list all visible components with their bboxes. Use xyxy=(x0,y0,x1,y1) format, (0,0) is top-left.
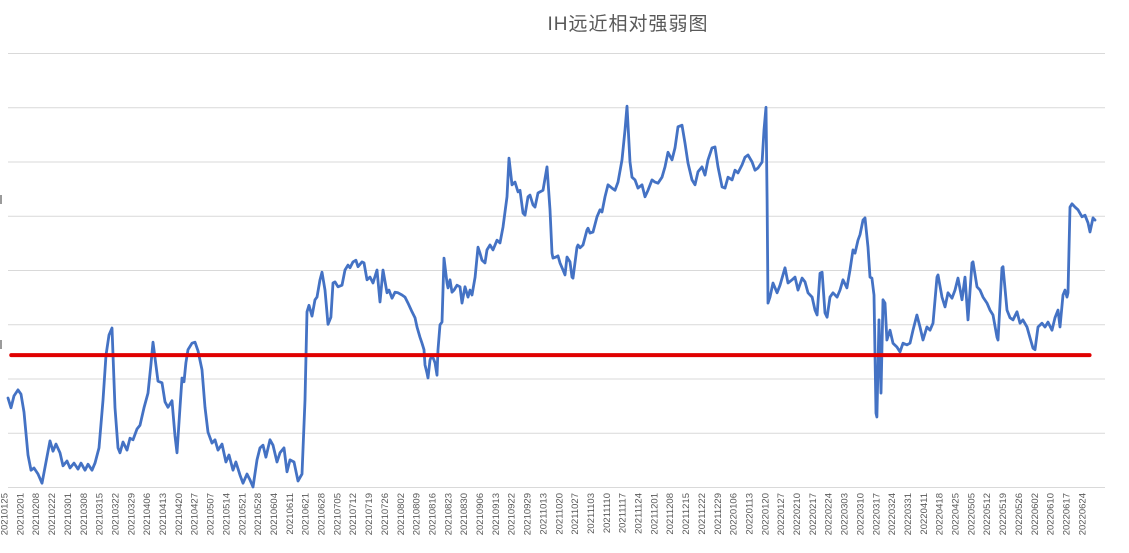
x-axis-tick-label: 20210406 xyxy=(142,493,153,535)
x-axis-tick-label: 20211215 xyxy=(681,493,692,535)
x-axis-tick-label: 20220113 xyxy=(744,493,755,535)
x-axis-tick-label: 20220425 xyxy=(951,493,962,535)
x-axis-tick-label: 20210611 xyxy=(285,493,296,535)
x-axis-tick-label: 20210823 xyxy=(443,493,454,535)
x-axis-tick-label: 20220411 xyxy=(919,493,930,535)
x-axis-tick-label: 20220324 xyxy=(887,493,898,535)
x-axis-tick-label: 20220310 xyxy=(855,493,866,535)
x-axis-tick-label: 20220127 xyxy=(776,493,787,535)
x-axis-tick-label: 20220617 xyxy=(1062,493,1073,535)
x-axis-tick-label: 20210125 xyxy=(0,493,11,535)
x-axis-tick-label: 20210322 xyxy=(111,493,122,535)
x-axis-tick-label: 20210329 xyxy=(126,493,137,535)
x-axis-tick-label: 20220106 xyxy=(729,493,740,535)
x-axis-tick-label: 20220610 xyxy=(1046,493,1057,535)
x-axis-tick-label: 20210413 xyxy=(158,493,169,535)
x-axis-tick-label: 20211222 xyxy=(697,493,708,535)
x-axis-tick-label: 20210427 xyxy=(190,493,201,535)
x-axis-tick-label: 20211027 xyxy=(570,493,581,535)
x-axis-tick-labels: 20210125 20210201 20210208 20210222 20210301… xyxy=(0,493,1088,535)
x-axis-tick-label: 20211229 xyxy=(713,493,724,535)
x-axis-tick-label: 20211020 xyxy=(554,493,565,535)
x-axis-tick-label: 20211208 xyxy=(665,493,676,535)
x-axis-tick-label: 20211013 xyxy=(538,493,549,535)
x-axis-tick-label: 20220303 xyxy=(840,493,851,535)
x-axis-tick-label: 20211103 xyxy=(586,493,597,534)
x-axis-tick-label: 20210521 xyxy=(237,493,248,535)
x-axis-tick-label: 20220418 xyxy=(935,493,946,535)
x-axis-tick-label: 20211124 xyxy=(634,493,645,534)
x-axis-tick-label: 20210809 xyxy=(412,493,423,535)
x-axis-tick-label: 20210222 xyxy=(47,493,58,535)
x-axis-tick-label: 20210830 xyxy=(459,493,470,535)
x-axis-tick-label: 20210705 xyxy=(332,493,343,535)
x-axis-tick-label: 20210604 xyxy=(269,493,280,535)
x-axis-tick-label: 20210308 xyxy=(79,493,90,535)
x-axis-tick-label: 20220526 xyxy=(1014,493,1025,535)
x-axis-tick-label: 20220505 xyxy=(966,493,977,535)
x-axis-tick-label: 20210528 xyxy=(253,493,264,535)
x-axis-tick-label: 20210201 xyxy=(15,493,26,535)
x-axis-tick-label: 20210301 xyxy=(63,493,74,535)
x-axis-tick-label: 20220331 xyxy=(903,493,914,535)
x-axis-tick-label: 20220217 xyxy=(808,493,819,535)
x-axis-tick-label: 20220602 xyxy=(1030,493,1041,535)
x-axis-tick-label: 20220210 xyxy=(792,493,803,535)
x-axis-tick-label: 20210628 xyxy=(317,493,328,535)
x-axis-tick-label: 20220120 xyxy=(760,493,771,535)
x-axis-tick-label: 20210621 xyxy=(301,493,312,535)
x-axis-tick-label: 20211201 xyxy=(649,493,660,535)
x-axis-tick-label: 20210922 xyxy=(507,493,518,535)
gridlines xyxy=(8,53,1105,488)
x-axis-tick-label: 20210913 xyxy=(491,493,502,535)
x-axis-tick-label: 20210906 xyxy=(475,493,486,535)
x-axis-tick-label: 20210420 xyxy=(174,493,185,535)
x-axis-tick-label: 20210208 xyxy=(31,493,42,535)
x-axis-tick-label: 20210712 xyxy=(348,493,359,535)
x-axis-tick-label: 20220512 xyxy=(982,493,993,535)
x-axis-tick-label: 20210816 xyxy=(427,493,438,535)
relative-strength-series-line xyxy=(6,104,1097,489)
x-axis-tick-label: 20220519 xyxy=(998,493,1009,535)
cropped-y-axis-label-fragment xyxy=(0,340,2,349)
x-axis-tick-label: 20210726 xyxy=(380,493,391,535)
x-axis-tick-label: 20220317 xyxy=(871,493,882,535)
x-axis-tick-label: 20210802 xyxy=(396,493,407,535)
x-axis-tick-label: 20220224 xyxy=(824,493,835,535)
x-axis-tick-label: 20210315 xyxy=(95,493,106,535)
x-axis-tick-label: 20211110 xyxy=(602,493,613,533)
x-axis-tick-label: 20211117 xyxy=(618,493,629,533)
x-axis-tick-label: 20210514 xyxy=(221,493,232,535)
cropped-y-axis-label-fragment xyxy=(0,195,2,204)
x-axis-tick-label: 20210719 xyxy=(364,493,375,535)
chart-title: IH远近相对强弱图 xyxy=(547,14,709,35)
x-axis-tick-label: 20210507 xyxy=(206,493,217,535)
x-axis-tick-label: 20210929 xyxy=(523,493,534,535)
x-axis-tick-label: 20220624 xyxy=(1077,493,1088,535)
